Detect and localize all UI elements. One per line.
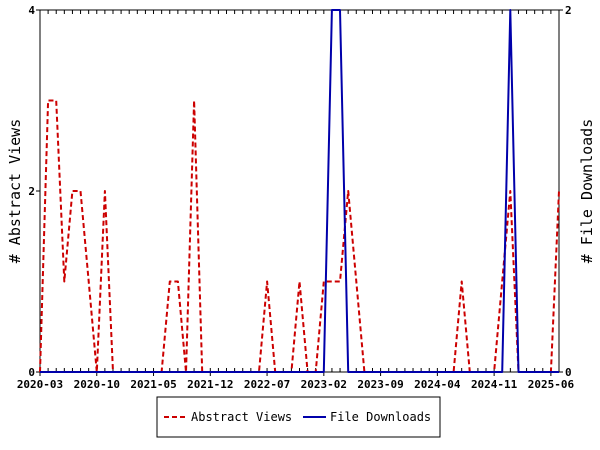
x-tick-label: 2023-02 <box>301 378 347 391</box>
left-tick-label: 4 <box>28 4 35 17</box>
x-tick-label: 2020-10 <box>74 378 120 391</box>
x-tick-label: 2025-06 <box>528 378 575 391</box>
legend-label-file-downloads: File Downloads <box>330 410 431 424</box>
legend-box <box>156 396 441 438</box>
right-tick-label: 2 <box>565 4 572 17</box>
legend-label-abstract-views: Abstract Views <box>191 410 292 424</box>
left-tick-label: 0 <box>28 366 35 379</box>
legend: Abstract Views File Downloads <box>156 396 441 438</box>
right-tick-label: 0 <box>565 366 572 379</box>
x-tick-label: 2021-12 <box>187 378 233 391</box>
x-tick-label: 2024-04 <box>414 378 461 391</box>
left-tick-label: 2 <box>28 185 35 198</box>
plot-area <box>39 9 560 373</box>
x-tick-label: 2023-09 <box>357 378 403 391</box>
x-tick-label: 2022-07 <box>244 378 290 391</box>
right-axis-title: # File Downloads <box>578 119 596 264</box>
left-axis-ticks: 0 2 4 <box>28 4 40 379</box>
x-tick-label: 2020-03 <box>17 378 63 391</box>
right-axis-ticks: 02 <box>559 4 572 379</box>
series-line-file-downloads <box>40 9 559 373</box>
left-axis-title: # Abstract Views <box>6 119 24 264</box>
x-tick-label: 2024-11 <box>471 378 518 391</box>
x-tick-labels: 2020-03 2020-10 2021-05 2021-12 2022-07 2023-… <box>17 372 575 391</box>
series-layer <box>39 9 560 373</box>
x-tick-label: 2021-05 <box>130 378 176 391</box>
